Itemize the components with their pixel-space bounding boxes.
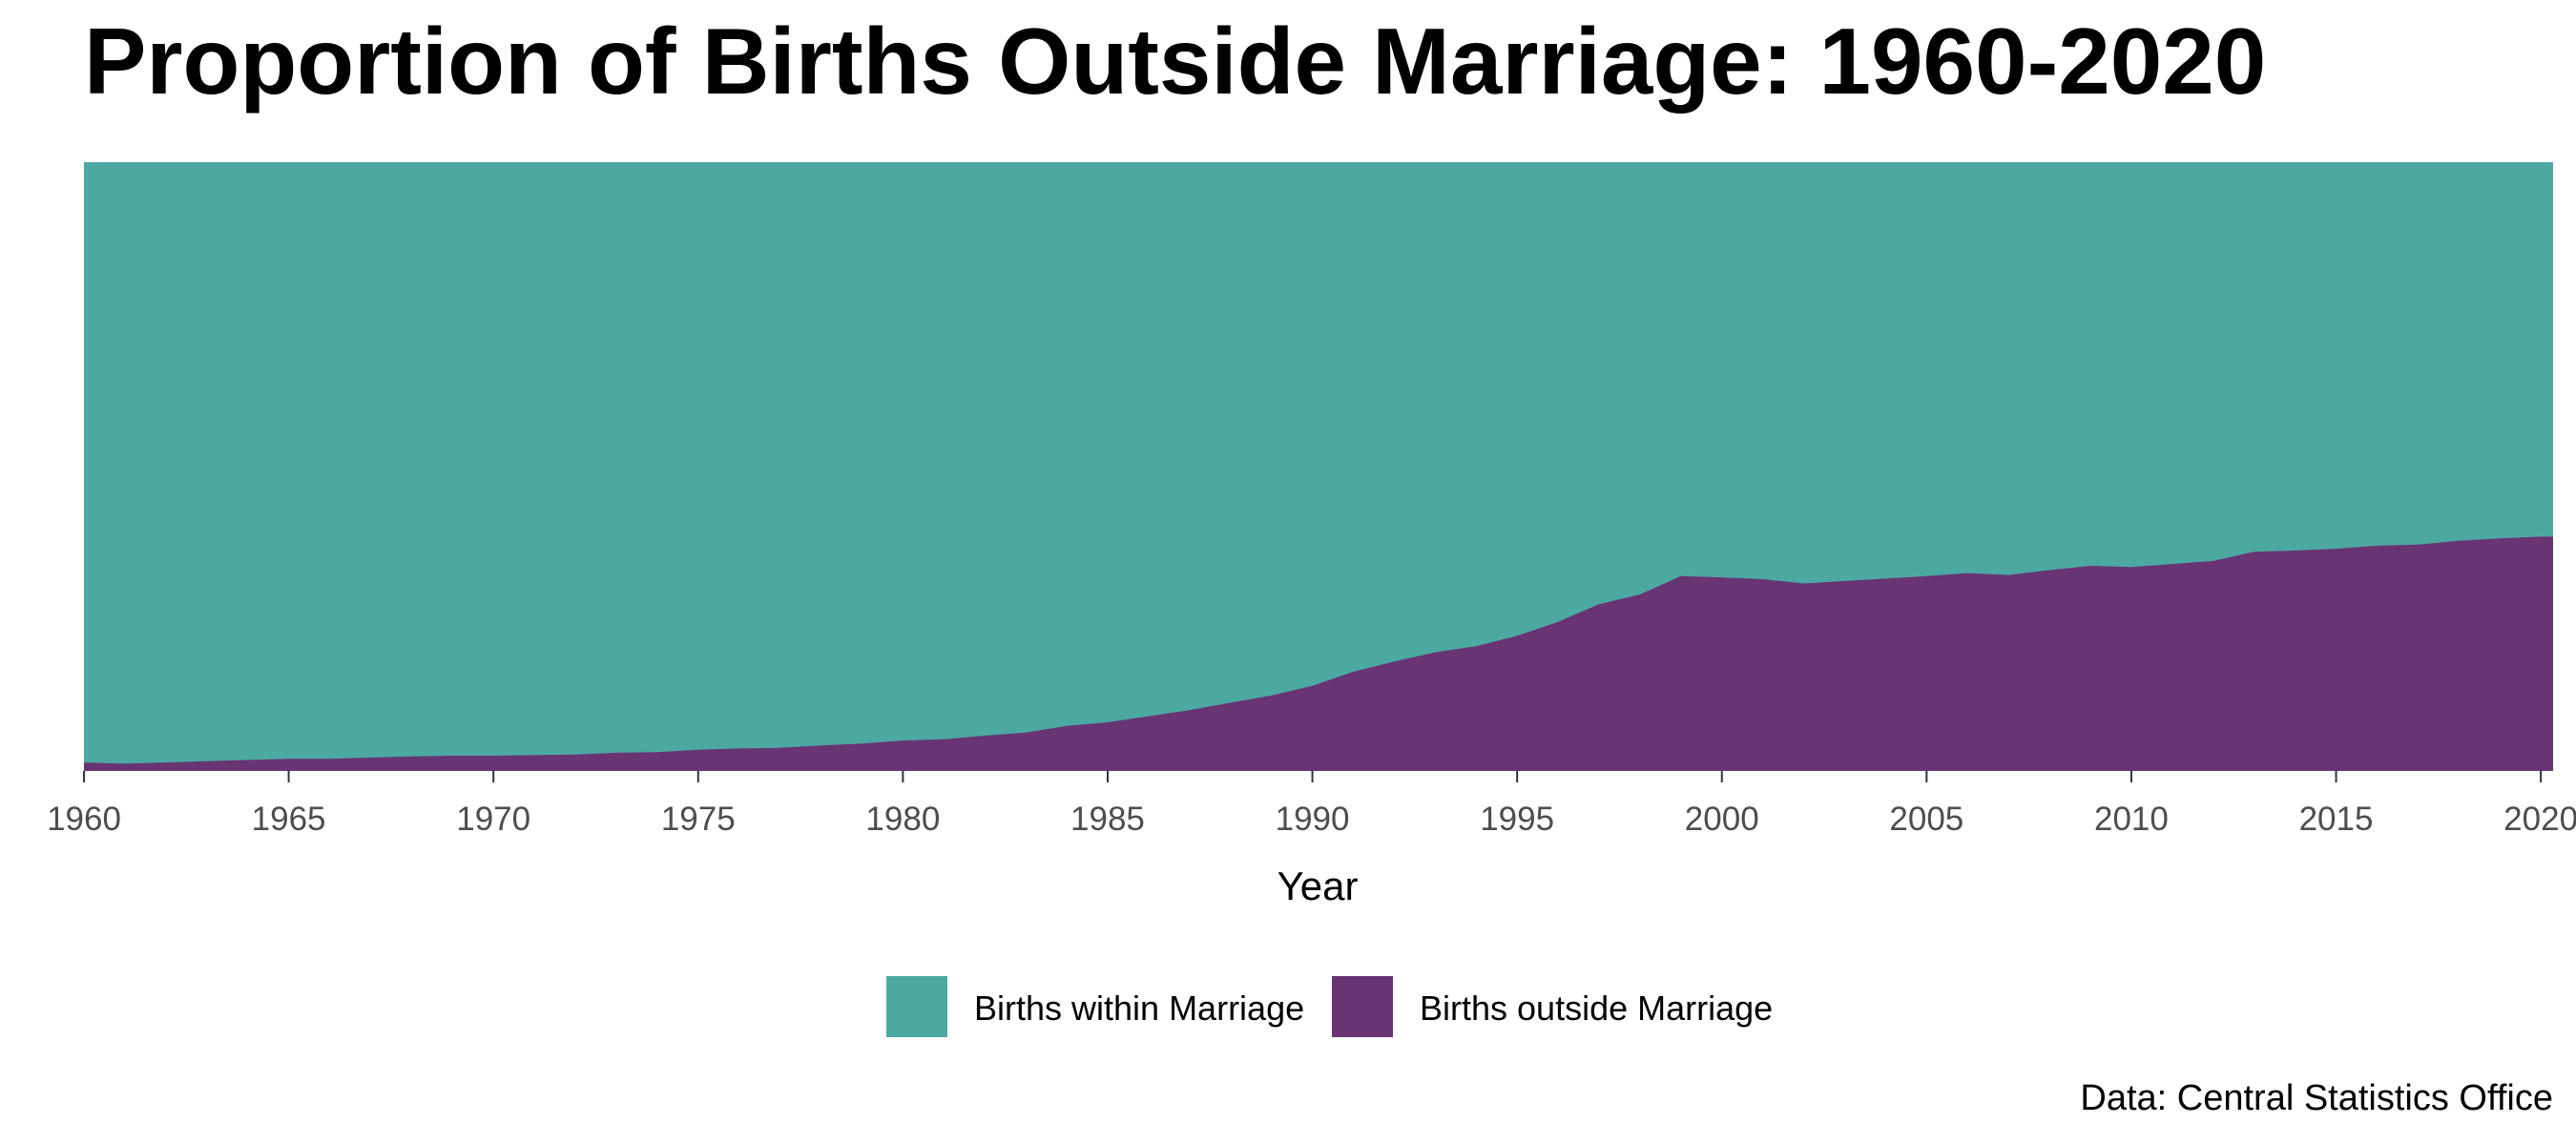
x-tick-label: 1990 <box>1276 801 1350 838</box>
x-tick-label: 1960 <box>47 801 121 838</box>
legend-swatch-outside <box>1330 974 1395 1039</box>
x-tick-label: 1995 <box>1480 801 1554 838</box>
x-tick-label: 1970 <box>456 801 530 838</box>
plot-area <box>84 162 2553 771</box>
chart-title: Proportion of Births Outside Marriage: 1… <box>84 9 2267 114</box>
x-axis-label: Year <box>1278 864 1359 908</box>
legend-label-within: Births within Marriage <box>974 989 1304 1028</box>
x-tick-label: 2020 <box>2503 801 2576 838</box>
x-tick-label: 2000 <box>1685 801 1759 838</box>
x-tick-label: 1975 <box>661 801 736 838</box>
x-tick-label: 2010 <box>2094 801 2169 838</box>
area-births-outside-marriage <box>84 536 2553 771</box>
x-tick-label: 2005 <box>1889 801 1963 838</box>
caption: Data: Central Statistics Office <box>2080 1078 2553 1118</box>
legend-label-outside: Births outside Marriage <box>1420 989 1773 1028</box>
legend-swatch-within <box>884 974 949 1039</box>
x-axis: 1960 1965 1970 1975 1980 1985 1990 1995 2000 2005… <box>47 771 2576 838</box>
x-tick-label: 1985 <box>1070 801 1145 838</box>
legend: Births within Marriage Births outside Ma… <box>884 974 1773 1039</box>
x-tick-label: 1980 <box>865 801 940 838</box>
x-tick-label: 1965 <box>252 801 326 838</box>
x-tick-label: 2015 <box>2299 801 2374 838</box>
